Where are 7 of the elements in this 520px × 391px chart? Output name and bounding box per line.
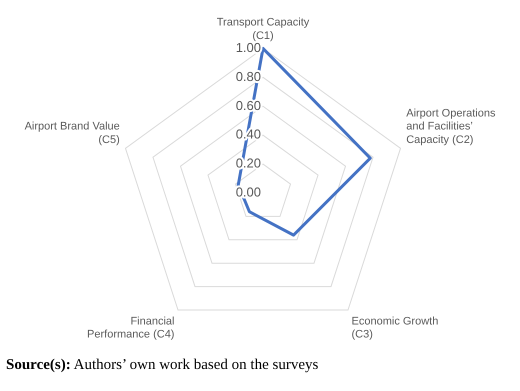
spoke-label: Transport Capacity (C1) (216, 16, 310, 42)
source-note: Source(s): Authors’ own work based on the surveys (6, 357, 320, 374)
spoke-label: Economic Growth (C3) (352, 315, 438, 341)
spoke-label: Financial Performance (C4) (87, 315, 174, 341)
y-tick-label: 1.00 (236, 40, 261, 55)
spoke-label: Airport Brand Value (C5) (24, 120, 120, 146)
spoke-label: Airport Operations and Facilities’ Capacity (C2) (406, 107, 496, 146)
